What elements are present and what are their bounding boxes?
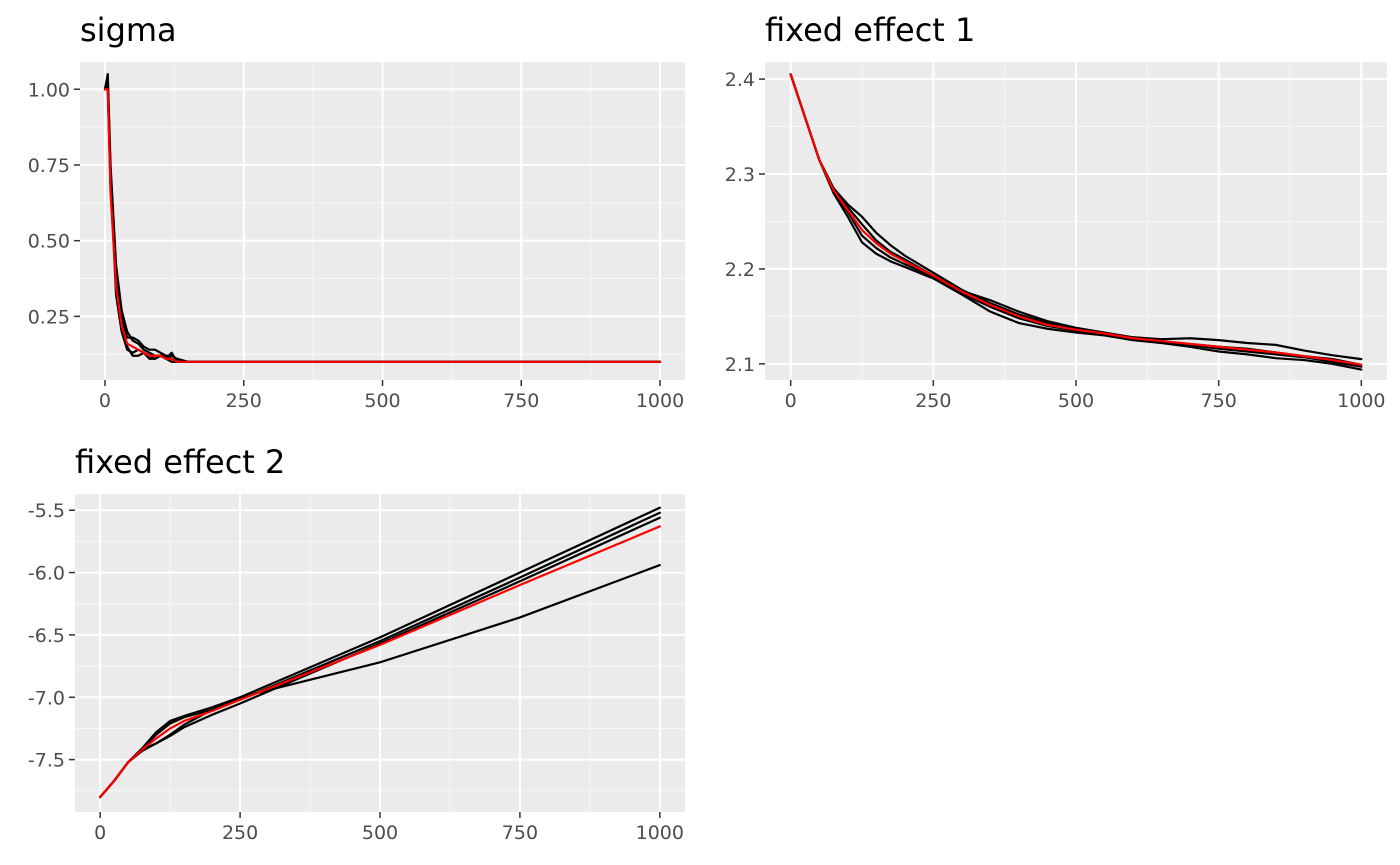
y-tick-label: -7.0 [28,687,65,709]
x-tick-label: 500 [364,390,400,412]
x-tick-label: 750 [502,822,538,844]
y-tick-label: 1.00 [28,79,70,101]
x-tick-label: 750 [1201,390,1237,412]
y-tick-label: 0.25 [28,306,70,328]
y-tick-label: -5.5 [28,500,65,522]
series-line-chain [789,73,1363,361]
panel-title: fixed effect 1 [765,11,975,49]
y-tick-label: -6.5 [28,625,65,647]
y-tick-label: 2.1 [725,354,755,376]
panel-title: sigma [80,11,177,49]
y-tick-label: 2.4 [725,69,755,91]
panel-fixed-effect-2: fixed effect 2 0 250 500 750 1000 -7.5 -7.0 -6.5… [28,443,685,844]
x-tick-label: 250 [222,822,258,844]
series-line-mean [99,525,661,799]
y-tick-label: 2.3 [725,164,755,186]
x-tick-label: 1000 [636,822,684,844]
x-tick-label: 250 [915,390,951,412]
y-tick-label: 2.2 [725,259,755,281]
panel-sigma: sigma 0 250 500 750 1000 0.25 0.50 0.75 1.00 [28,11,685,412]
x-tick-label: 250 [226,390,262,412]
series-line-mean [103,88,662,363]
x-tick-label: 500 [362,822,398,844]
series-line-chain [789,73,1363,371]
x-tick-label: 0 [785,390,797,412]
x-tick-label: 1000 [1337,390,1385,412]
x-tick-label: 0 [94,822,106,844]
series-line-mean [789,73,1363,366]
panel-fixed-effect-1: fixed effect 1 0 250 500 750 1000 2.1 2.2 2.3 2.4 [725,11,1387,412]
x-tick-label: 500 [1058,390,1094,412]
series-line-chain [789,73,1363,368]
y-tick-label: -6.0 [28,563,65,585]
x-tick-label: 1000 [636,390,684,412]
x-tick-label: 750 [503,390,539,412]
panel-title: fixed effect 2 [75,443,285,481]
y-tick-label: 0.50 [28,231,70,253]
y-tick-label: -7.5 [28,750,65,772]
y-tick-label: 0.75 [28,155,70,177]
x-tick-label: 0 [99,390,111,412]
